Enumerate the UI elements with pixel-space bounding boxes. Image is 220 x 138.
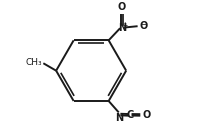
Text: N: N <box>118 22 126 33</box>
Text: +: + <box>121 21 128 30</box>
Text: N: N <box>115 113 123 123</box>
Text: CH₃: CH₃ <box>26 58 42 67</box>
Text: −: − <box>139 19 147 28</box>
Text: O: O <box>142 110 150 120</box>
Text: O: O <box>139 21 148 31</box>
Text: C: C <box>127 110 134 120</box>
Text: O: O <box>118 2 126 12</box>
